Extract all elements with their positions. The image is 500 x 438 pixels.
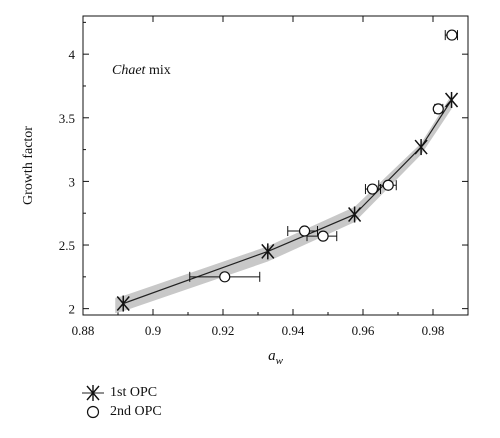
data-point-1st-opc [414, 139, 428, 156]
x-tick-label: 0.94 [282, 323, 305, 338]
x-tick-label: 0.96 [352, 323, 375, 338]
x-tick-label: 0.92 [212, 323, 235, 338]
y-tick-label: 3 [69, 174, 76, 189]
data-point-2nd-opc [446, 29, 458, 41]
y-tick-label: 2 [69, 302, 76, 317]
data-point-2nd-opc [366, 183, 379, 195]
y-axis-label: Growth factor [21, 126, 36, 205]
legend-item-2nd-opc: 2nd OPC [82, 404, 162, 420]
y-tick-label: 3.5 [59, 111, 75, 126]
x-axis-label-subscript: w [276, 355, 284, 367]
data-point-1st-opc [444, 91, 459, 108]
x-tick-label: 0.88 [72, 323, 95, 338]
y-tick-label: 4 [69, 47, 76, 62]
chart-annotation: Chaet mix [112, 63, 171, 78]
data-point-1st-opc [261, 243, 275, 260]
legend-item-1st-opc: 1st OPC [82, 385, 157, 401]
data-point-2nd-opc [298, 225, 311, 237]
data-point-2nd-opc [382, 179, 394, 191]
series-line-1st-opc [123, 99, 453, 305]
x-axis-label: aw [268, 348, 284, 367]
x-tick-label: 0.98 [422, 323, 445, 338]
growth-factor-chart: 0.88 0.9 0.92 0.94 0.96 0.98 2 2.5 3 3.5 4 aw Growth… [21, 15, 469, 367]
plot-frame [82, 15, 469, 316]
data-point-1st-opc [116, 295, 130, 312]
uncertainty-band [115, 94, 452, 314]
x-tick-label: 0.9 [145, 323, 161, 338]
asterisk-marker-icon [82, 385, 104, 401]
y-tick-label: 2.5 [59, 238, 75, 253]
legend-label: 1st OPC [110, 385, 158, 400]
data-point-2nd-opc [432, 103, 444, 115]
data-point-1st-opc [348, 206, 362, 223]
legend-label: 2nd OPC [110, 404, 162, 419]
data-point-2nd-opc [219, 271, 231, 283]
data-point-2nd-opc [317, 230, 329, 242]
annotation-rest: mix [145, 63, 170, 78]
circle-marker-icon [86, 405, 100, 419]
annotation-italic: Chaet [112, 63, 147, 78]
